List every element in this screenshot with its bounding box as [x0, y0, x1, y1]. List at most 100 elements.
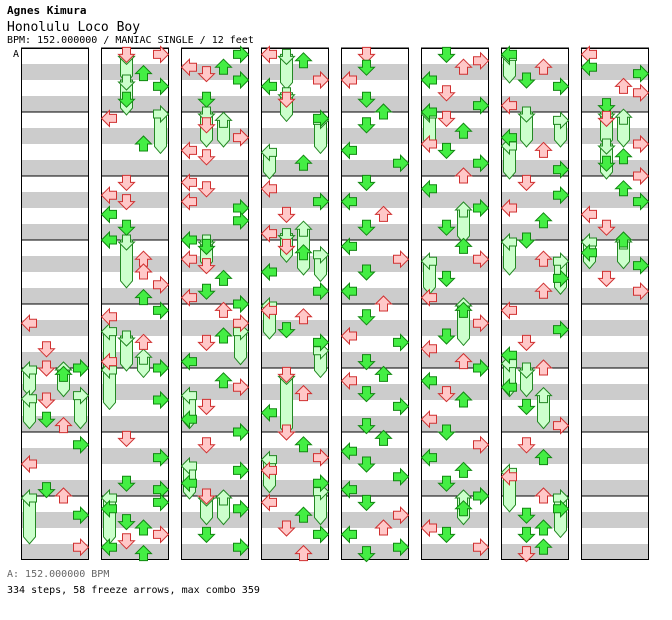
arrow-left — [100, 205, 117, 224]
arrow-up — [534, 141, 553, 158]
arrow-up — [134, 263, 153, 280]
arrow-left — [500, 198, 517, 218]
arrow-left — [580, 243, 597, 263]
beat-stripe — [261, 64, 329, 80]
arrow-up — [534, 519, 553, 536]
arrow-down — [437, 46, 456, 64]
arrow-right — [313, 525, 330, 544]
arrow-left — [260, 493, 277, 512]
beat-stripe — [501, 64, 569, 80]
arrow-up — [374, 365, 393, 382]
beat-stripe — [181, 320, 249, 336]
arrow-up — [134, 333, 153, 350]
arrow-left — [340, 281, 357, 301]
arrow-right — [73, 435, 90, 455]
arrow-up — [54, 487, 73, 504]
beat-stripe — [101, 256, 169, 272]
arrow-up — [294, 308, 313, 325]
arrow-up — [614, 148, 633, 165]
arrow-right — [233, 211, 250, 231]
arrow-right — [233, 499, 250, 519]
arrow-up — [214, 301, 233, 318]
arrow-left — [340, 480, 357, 499]
beat-stripe — [581, 448, 649, 464]
arrow-down — [37, 360, 56, 377]
beat-stripe — [341, 480, 409, 496]
arrow-left — [340, 70, 357, 90]
column-border — [261, 48, 329, 560]
arrow-right — [553, 416, 570, 435]
arrow-left — [180, 57, 197, 77]
arrow-up — [294, 244, 313, 261]
arrow-left — [420, 409, 437, 429]
arrow-down — [437, 475, 456, 492]
beat-stripe — [181, 512, 249, 528]
arrow-left — [100, 537, 117, 557]
arrow-down — [117, 475, 136, 492]
beat-stripe — [421, 160, 489, 176]
arrow-left — [420, 179, 437, 199]
arrow-down — [357, 309, 376, 326]
arrow-up — [454, 352, 473, 370]
beat-stripe — [501, 160, 569, 176]
beat-stripe — [581, 480, 649, 496]
arrow-right — [233, 70, 250, 90]
freeze-arrow-left — [20, 360, 37, 398]
beat-stripe — [341, 384, 409, 400]
arrow-left — [20, 313, 37, 333]
arrow-left — [100, 307, 117, 327]
arrow-down — [437, 328, 456, 345]
arrow-right — [553, 499, 570, 519]
arrow-up — [54, 365, 73, 382]
beat-stripe — [261, 448, 329, 464]
arrow-right — [73, 537, 90, 557]
chart-column-2 — [100, 45, 170, 562]
arrow-right — [473, 537, 490, 557]
arrow-left — [100, 352, 117, 371]
chart-column-7 — [500, 45, 570, 563]
beat-stripe — [21, 288, 89, 304]
arrow-right — [633, 281, 650, 301]
arrow-down — [517, 174, 536, 192]
arrow-left — [100, 109, 117, 128]
beat-stripe — [261, 192, 329, 208]
beat-stripe — [581, 544, 649, 560]
freeze-arrow-down — [277, 48, 296, 91]
beat-stripe — [21, 480, 89, 496]
arrow-left — [500, 45, 517, 64]
arrow-right — [633, 64, 650, 83]
beat-stripe — [421, 384, 489, 400]
arrow-right — [153, 77, 170, 96]
arrow-right — [153, 390, 170, 410]
beat-stripe — [261, 384, 329, 400]
beat-stripe — [421, 288, 489, 304]
beat-stripe — [21, 512, 89, 528]
beat-stripe — [101, 64, 169, 80]
arrow-up — [374, 205, 393, 222]
arrow-down — [277, 366, 296, 384]
arrow-left — [340, 326, 357, 346]
arrow-down — [437, 424, 456, 441]
arrow-left — [180, 288, 197, 307]
arrow-up — [294, 384, 313, 402]
artist-name: Agnes Kimura — [7, 4, 87, 17]
arrow-right — [313, 192, 330, 211]
arrow-down — [597, 219, 616, 236]
arrow-down — [37, 341, 56, 358]
beat-stripe — [261, 320, 329, 336]
arrow-right — [473, 96, 490, 115]
arrow-down — [517, 72, 536, 89]
arrow-down — [517, 334, 536, 352]
arrow-right — [233, 377, 250, 397]
beat-stripe — [181, 448, 249, 464]
beat-stripe — [581, 512, 649, 528]
arrow-down — [597, 98, 616, 115]
beat-stripe — [261, 96, 329, 112]
beat-stripe — [261, 416, 329, 432]
arrow-down — [197, 398, 216, 416]
freeze-arrow-down — [117, 234, 136, 289]
arrow-left — [500, 345, 517, 365]
step-chart — [20, 45, 650, 563]
arrow-left — [180, 473, 197, 493]
beat-stripe — [501, 416, 569, 432]
